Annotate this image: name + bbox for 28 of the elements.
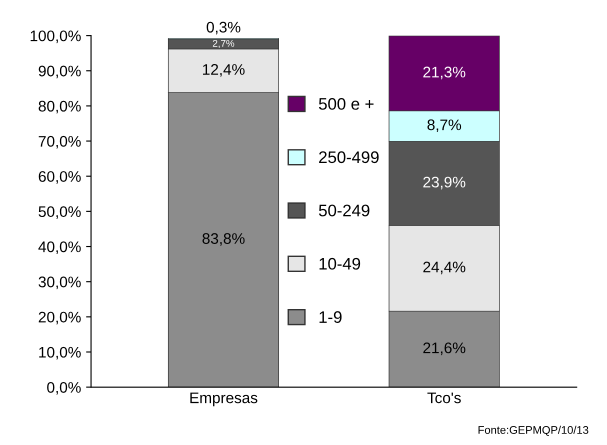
y-tick-label: 50,0%: [38, 206, 81, 219]
source-note: Fonte:GEPMQP/10/13: [478, 426, 588, 436]
x-tick-label: Empresas: [190, 392, 258, 406]
y-tick-label: 100,0%: [30, 30, 81, 44]
data-label: 0,3%: [206, 22, 240, 34]
x-tick-label: Tco's: [427, 392, 461, 404]
y-tick-label: 30,0%: [38, 276, 81, 290]
y-tick-label: 0,0%: [47, 382, 81, 395]
data-label: 23,9%: [423, 176, 466, 190]
data-label: 2,7%: [212, 40, 234, 48]
data-label: 12,4%: [202, 64, 245, 77]
legend-label: 500 e +: [318, 98, 374, 110]
data-label: 24,4%: [423, 262, 466, 274]
legend-label: 250-499: [319, 151, 379, 164]
legend-label: 10-49: [320, 258, 360, 270]
legend-label: 50-249: [318, 204, 370, 216]
data-label: 8,7%: [427, 119, 462, 132]
data-label: 21,6%: [423, 342, 466, 356]
y-tick-label: 80,0%: [38, 100, 81, 114]
y-tick-label: 90,0%: [38, 66, 81, 78]
y-tick-label: 20,0%: [38, 312, 81, 324]
y-tick-label: 40,0%: [38, 241, 81, 254]
data-label: 83,8%: [202, 233, 245, 246]
y-tick-label: 70,0%: [38, 136, 81, 149]
data-label: 21,3%: [423, 66, 466, 80]
y-tick-label: 60,0%: [38, 171, 81, 184]
y-tick-label: 10,0%: [39, 346, 81, 360]
legend-label: 1-9: [320, 311, 342, 323]
